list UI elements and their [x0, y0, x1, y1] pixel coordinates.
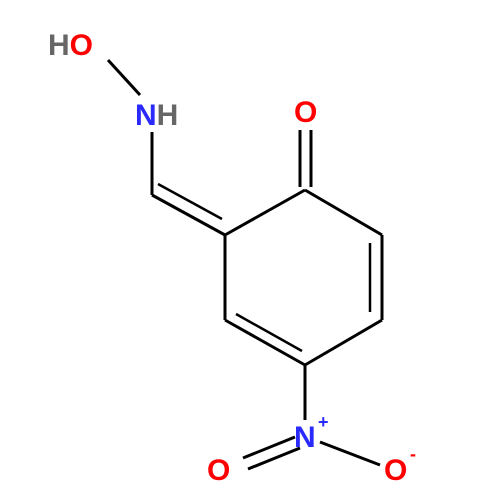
bond-c1-c2 — [225, 190, 305, 235]
atom-nh: NH — [135, 99, 178, 132]
atom-n-nitro: N — [294, 421, 316, 454]
bond-ho-nh — [108, 60, 140, 95]
atom-o-dbl: O — [207, 454, 230, 487]
charge-n-plus: + — [318, 412, 329, 432]
atom-ho: HO — [48, 29, 93, 62]
atom-o-keto: O — [294, 96, 317, 129]
bond-c2-c3 — [305, 190, 382, 235]
bond-c5-c6-a — [225, 320, 305, 365]
bond-n-odbl-a — [243, 437, 295, 458]
bond-n-odbl-b — [248, 448, 300, 469]
bond-ch-c1-b — [158, 184, 222, 219]
charge-o-minus: - — [410, 444, 416, 464]
atom-o-sgl: O — [384, 454, 407, 487]
molecule-canvas: HO NH O N + O O - — [0, 0, 500, 500]
bond-c4-c5 — [305, 320, 382, 365]
bond-n-osgl — [320, 442, 380, 465]
